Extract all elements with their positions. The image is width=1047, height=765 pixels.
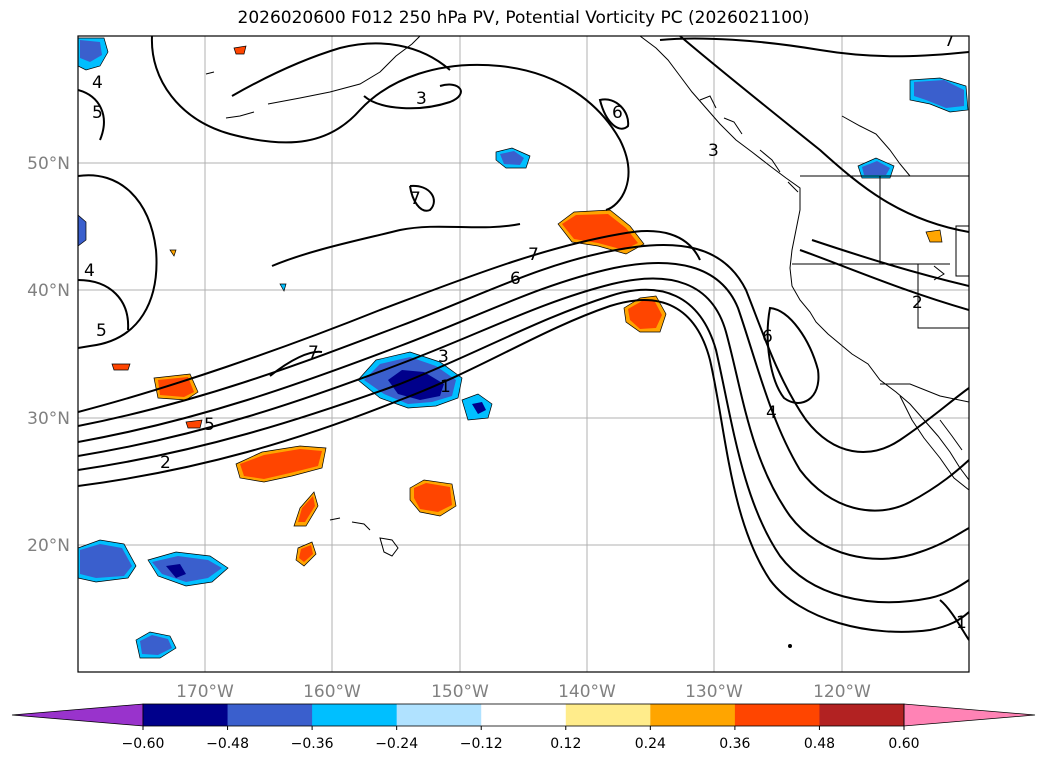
contour-label: 2	[160, 453, 171, 473]
contour-east-loop	[766, 306, 820, 404]
latitude-labels: 50°N 40°N 30°N 20°N	[27, 154, 70, 556]
contour-north-5	[598, 98, 630, 130]
colorbar-extend-high	[903, 703, 1036, 727]
contour-label: 4	[84, 261, 95, 281]
colorbar: −0.60 −0.48 −0.36 −0.24 −0.12 0.12 0.24 0.36 0.4…	[11, 703, 1036, 752]
contour-north-3	[231, 42, 451, 97]
lon-label: 170°W	[176, 682, 234, 702]
bc-coast	[639, 36, 969, 481]
pv-contours	[78, 36, 969, 641]
contour-label: 6	[762, 327, 773, 347]
colorbar-segment	[650, 704, 736, 726]
colorbar-segment	[227, 704, 313, 726]
colorbar-segment	[734, 704, 820, 726]
colorbar-segment	[312, 704, 398, 726]
contour-label: 7	[944, 31, 955, 51]
colorbar-segment	[819, 704, 905, 726]
lat-label: 20°N	[27, 536, 70, 556]
colorbar-label: 0.48	[804, 736, 835, 752]
colorbar-segment	[396, 704, 482, 726]
contour-6	[78, 244, 969, 453]
colorbar-extend-low	[11, 703, 144, 727]
colorbar-label: −0.36	[291, 736, 334, 752]
contour-7	[78, 230, 701, 413]
map-frame	[77, 35, 970, 673]
contour-label: 6	[612, 103, 623, 123]
contour-label: 5	[204, 415, 215, 435]
contour-label: 1	[440, 377, 451, 397]
lon-label: 150°W	[431, 682, 489, 702]
colorbar-frame	[142, 703, 905, 727]
lat-label: 30°N	[27, 409, 70, 429]
contour-north-2	[150, 36, 630, 211]
contour-se-3	[811, 239, 969, 287]
contour-4	[78, 277, 969, 560]
contour-label: 3	[438, 347, 449, 367]
contour-west-4	[78, 279, 130, 331]
contour-label: 3	[708, 141, 719, 161]
contour-label: 7	[308, 343, 319, 363]
alaska-coast	[267, 36, 421, 105]
map-background	[78, 36, 969, 672]
hawaii-islands	[329, 517, 399, 557]
contour-north-4	[363, 83, 462, 110]
colorbar-segment	[565, 704, 651, 726]
contour-east-6	[659, 37, 969, 58]
contour-north-6	[409, 184, 435, 212]
colorbar-segment	[143, 704, 229, 726]
contour-labels: 4 5 3 6 3 7 7 7 6 4 5 3 1 5 2 2 6 4 7 1	[84, 31, 967, 633]
contour-label: 2	[912, 293, 923, 313]
blob-blue-west-edge	[78, 214, 87, 247]
colorbar-label: 0.60	[888, 736, 919, 752]
colorbar-segment	[481, 704, 567, 726]
contour-east-5	[679, 36, 969, 233]
contour-5	[78, 262, 969, 512]
lon-label: 130°W	[685, 682, 743, 702]
contour-7-small	[269, 350, 323, 377]
lon-label: 120°W	[813, 682, 871, 702]
state-border-2	[879, 176, 969, 329]
contour-label: 4	[766, 403, 777, 423]
colorbar-label: −0.48	[206, 736, 249, 752]
contour-se-1	[939, 599, 969, 641]
contour-label: 4	[92, 73, 103, 93]
lon-label: 140°W	[558, 682, 616, 702]
contour-label: 3	[416, 89, 427, 109]
contour-se-2	[799, 249, 969, 311]
colorbar-label: −0.60	[122, 736, 165, 752]
contour-3	[78, 288, 969, 604]
lon-label: 160°W	[303, 682, 361, 702]
baja-coast	[899, 395, 969, 491]
lat-label: 40°N	[27, 281, 70, 301]
lat-label: 50°N	[27, 154, 70, 174]
contour-label: 5	[92, 103, 103, 123]
colorbar-label: 0.24	[635, 736, 666, 752]
coastlines	[205, 36, 969, 648]
map-title: 2026020600 F012 250 hPa PV, Potential Vo…	[237, 8, 810, 28]
contour-label: 7	[410, 189, 421, 209]
contour-north-1	[78, 174, 158, 349]
contour-label: 1	[956, 613, 967, 633]
contour-west-5	[78, 89, 105, 141]
contour-label: 6	[510, 269, 521, 289]
contour-2	[78, 299, 969, 633]
colorbar-label: −0.12	[460, 736, 503, 752]
colorbar-label: 0.12	[550, 736, 581, 752]
contour-label: 7	[528, 245, 539, 265]
longitude-labels: 170°W 160°W 150°W 140°W 130°W 120°W	[176, 682, 871, 702]
contour-north-7	[271, 223, 521, 267]
blob-orange-cal	[925, 229, 943, 243]
colorbar-label: −0.24	[375, 736, 418, 752]
contour-label: 5	[96, 321, 107, 341]
colorbar-label: 0.36	[719, 736, 750, 752]
